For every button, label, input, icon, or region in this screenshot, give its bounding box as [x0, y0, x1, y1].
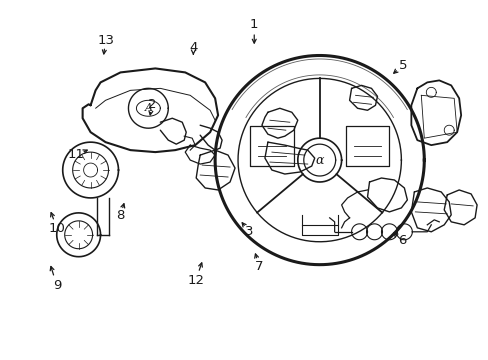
- Text: 8: 8: [116, 210, 124, 222]
- Text: 12: 12: [187, 274, 204, 287]
- Text: 9: 9: [53, 279, 61, 292]
- Text: A: A: [144, 103, 152, 113]
- Text: 11: 11: [68, 148, 85, 161]
- Text: α: α: [315, 154, 323, 167]
- Text: 5: 5: [398, 59, 406, 72]
- Text: 7: 7: [254, 260, 263, 273]
- Text: 4: 4: [189, 41, 197, 54]
- Text: 6: 6: [398, 234, 406, 247]
- Text: 2: 2: [147, 98, 156, 111]
- Text: 1: 1: [249, 18, 258, 31]
- Text: 3: 3: [244, 225, 253, 238]
- Text: 10: 10: [48, 222, 65, 235]
- Text: 13: 13: [97, 33, 114, 47]
